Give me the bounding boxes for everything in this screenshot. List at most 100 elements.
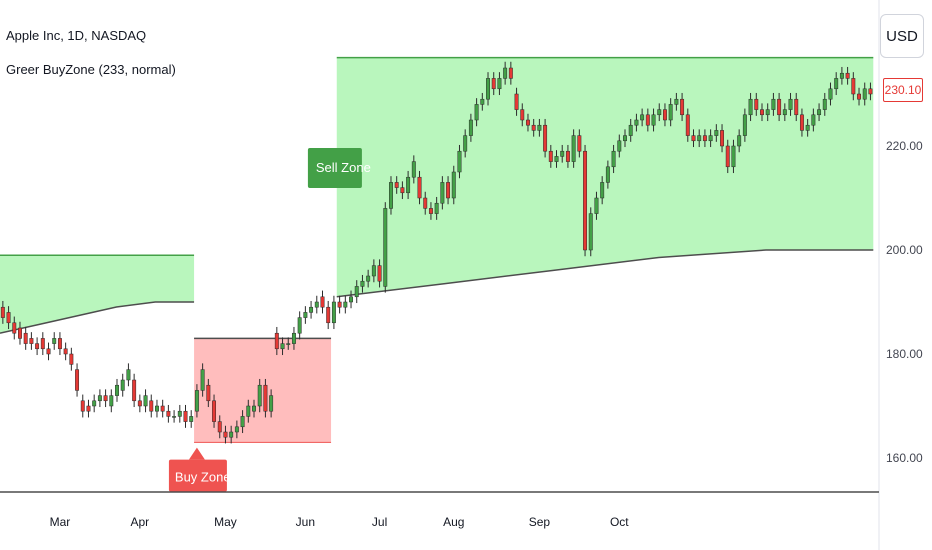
candle-body-63	[360, 280, 365, 287]
candle-body-132	[754, 98, 759, 110]
candle-body-50	[286, 343, 291, 345]
candle-body-60	[343, 301, 348, 308]
candle-body-80	[457, 150, 462, 173]
candle-body-77	[440, 182, 445, 204]
candle-body-32	[183, 410, 188, 422]
candle-body-118	[674, 98, 679, 105]
candle-body-13	[75, 369, 80, 391]
price-axis[interactable]: 220.00 200.00 180.00 160.00	[886, 139, 923, 465]
candle-body-145	[828, 88, 833, 100]
candle-body-94	[537, 124, 542, 131]
candle-body-88	[503, 67, 508, 79]
zone-labels-layer: Sell Zone Buy Zone	[168, 148, 371, 492]
candle-body-26	[149, 400, 154, 412]
candle-body-56	[320, 296, 325, 308]
candle-body-120	[685, 114, 690, 136]
candle-body-105	[600, 182, 605, 199]
candle-body-20	[115, 384, 119, 396]
candle-body-42	[240, 416, 245, 428]
candle-body-51	[291, 332, 296, 344]
candle-body-8	[46, 348, 51, 355]
candle-body-128	[731, 145, 736, 168]
candle-body-129	[737, 135, 742, 147]
candle-body-90	[514, 93, 519, 110]
candle-body-34	[194, 390, 199, 412]
candle-body-10	[57, 338, 62, 350]
x-tick-2: May	[214, 515, 237, 529]
candle-body-19	[109, 395, 114, 407]
candle-body-43	[246, 405, 251, 417]
candle-body-27	[155, 405, 159, 412]
x-tick-6: Sep	[529, 515, 551, 529]
candle-body-146	[834, 78, 839, 90]
candle-body-4	[23, 332, 28, 344]
candle-body-101	[577, 135, 582, 152]
candle-body-16	[92, 400, 97, 407]
candle-body-17	[97, 395, 102, 402]
candle-body-87	[497, 78, 502, 90]
candle-body-53	[303, 312, 308, 318]
x-tick-1: Apr	[130, 515, 149, 529]
candle-body-6	[35, 343, 40, 350]
candle-body-96	[548, 150, 553, 162]
candle-body-136	[777, 98, 782, 116]
candle-body-55	[314, 301, 319, 308]
candle-body-109	[623, 135, 627, 142]
candle-body-121	[691, 135, 696, 142]
candle-body-35	[200, 369, 205, 391]
candle-body-64	[366, 275, 371, 282]
candle-body-92	[526, 119, 530, 126]
candle-body-24	[137, 400, 142, 407]
indicator-legend[interactable]: Greer BuyZone (233, normal)	[6, 62, 176, 77]
candle-body-112	[640, 114, 645, 121]
candle-body-152	[868, 88, 873, 95]
candle-body-124	[708, 135, 713, 142]
candle-body-58	[331, 301, 336, 324]
candle-body-78	[446, 182, 451, 199]
candle-body-37	[212, 400, 217, 422]
time-axis[interactable]: Mar Apr May Jun Jul Aug Sep Oct	[50, 515, 630, 529]
candle-body-99	[565, 150, 570, 162]
candle-body-74	[423, 197, 428, 209]
candle-body-7	[40, 338, 45, 350]
candle-body-12	[69, 353, 74, 365]
candle-body-30	[172, 416, 177, 418]
zones-layer	[0, 56, 874, 443]
candle-body-95	[543, 124, 548, 152]
candle-body-62	[354, 286, 359, 298]
candle-body-67	[383, 208, 388, 287]
candle-body-5	[29, 338, 34, 344]
candle-body-81	[463, 135, 468, 152]
sell-zone-2	[336, 57, 874, 297]
candle-body-98	[560, 150, 565, 157]
candle-body-1	[6, 312, 11, 324]
currency-button[interactable]: USD	[880, 14, 924, 58]
candle-body-0	[0, 306, 5, 318]
buy-zone-label-box	[168, 459, 227, 492]
candle-body-114	[651, 114, 656, 126]
candle-body-79	[451, 171, 456, 199]
candle-body-76	[434, 202, 439, 214]
candle-body-135	[771, 98, 776, 110]
sell-zone-bottom-0	[0, 301, 195, 334]
sell-zone-0	[0, 255, 195, 334]
candle-body-150	[857, 93, 861, 100]
candle-body-73	[417, 176, 422, 199]
candle-body-21	[120, 379, 125, 391]
candle-body-139	[794, 98, 799, 116]
sell-zone-label-box	[307, 148, 362, 188]
candle-body-126	[720, 130, 724, 147]
candle-body-108	[617, 140, 622, 152]
candle-body-28	[160, 405, 165, 412]
candle-body-137	[782, 109, 787, 116]
y-tick-0: 220.00	[886, 139, 923, 153]
chart-title: Apple Inc, 1D, NASDAQ	[6, 28, 147, 43]
candle-body-71	[406, 176, 411, 194]
sell-zone-label: Sell Zone	[316, 160, 371, 175]
buy-zone-label-arrow	[188, 447, 205, 460]
candle-body-36	[206, 384, 211, 402]
candle-body-130	[742, 114, 747, 136]
candle-body-11	[63, 348, 68, 355]
candle-body-142	[811, 114, 816, 126]
